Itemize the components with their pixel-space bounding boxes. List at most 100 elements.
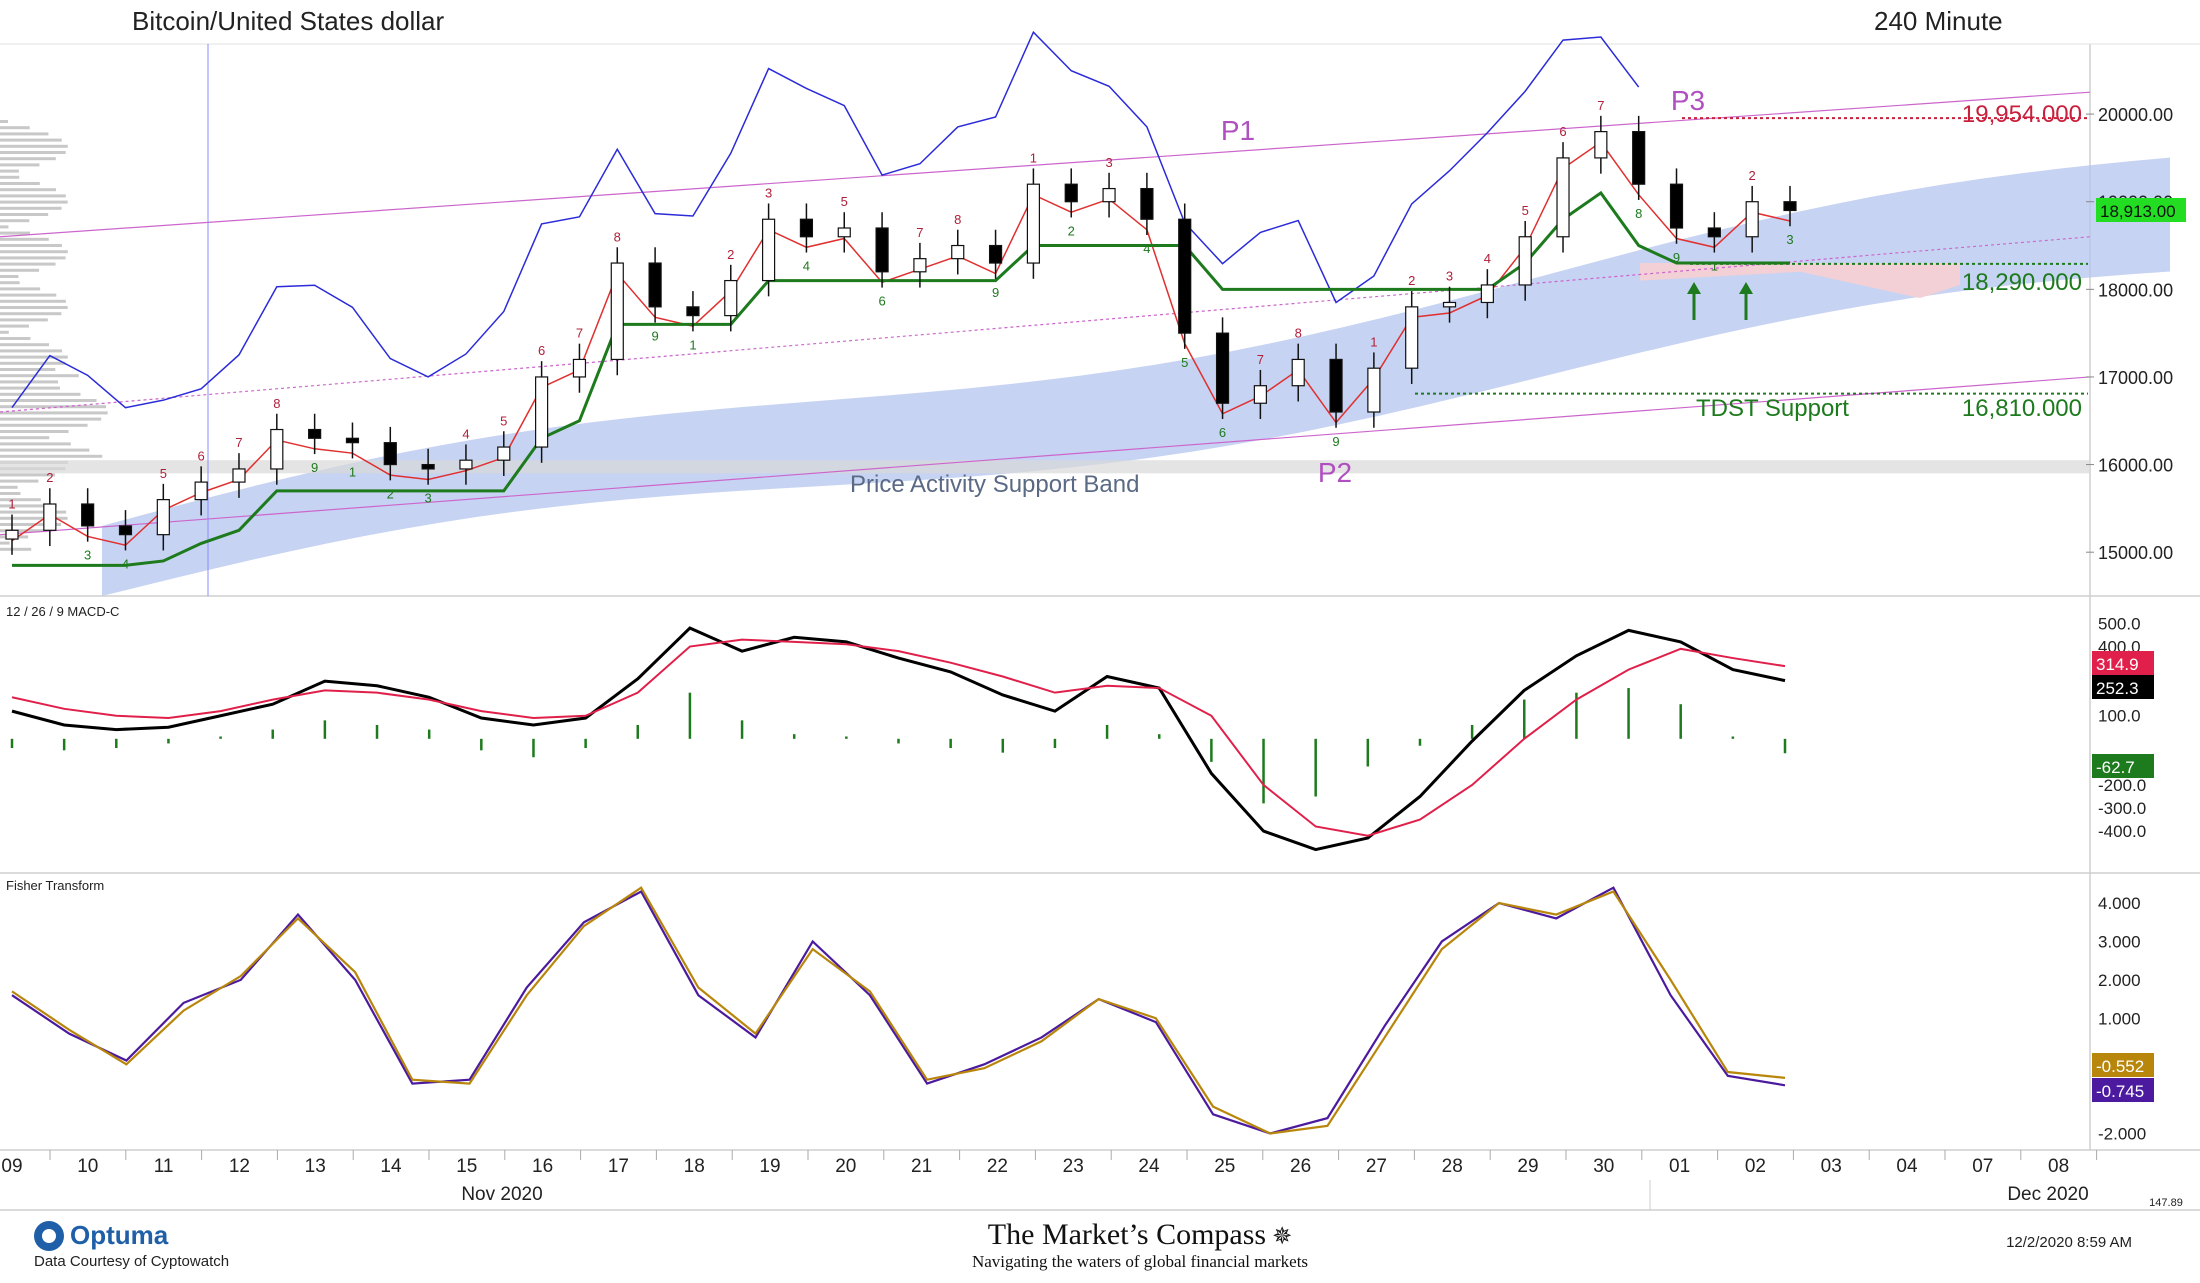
up-arrow-icon <box>1687 282 1701 294</box>
volume-profile-bar <box>0 182 40 185</box>
sequence-count: 9 <box>992 285 999 300</box>
channel-middle <box>0 236 2091 413</box>
candle-body <box>497 446 511 461</box>
macd-hist-badge-bg <box>2092 754 2154 778</box>
sequence-count: 5 <box>1522 203 1529 218</box>
candle-body <box>535 376 549 448</box>
sequence-count: 7 <box>1257 352 1264 367</box>
fisher-y-tick: 1.000 <box>2098 1009 2141 1028</box>
fisher-y-tick: 2.000 <box>2098 971 2141 990</box>
candle-body <box>1102 187 1116 203</box>
volume-profile-bar <box>0 200 68 204</box>
x-month-nov: Nov 2020 <box>461 1184 542 1205</box>
volume-profile-bar <box>0 237 49 241</box>
macd-line-badge: 252.3 <box>2096 679 2139 698</box>
resistance-value: 19,954.000 <box>1962 101 2082 128</box>
x-tick-label: 15 <box>456 1156 477 1177</box>
volume-profile-bar <box>0 547 32 551</box>
volume-profile-bar <box>0 399 97 402</box>
sequence-count: 3 <box>1446 269 1453 284</box>
volume-profile-bar <box>0 392 81 396</box>
x-tick-label: 01 <box>1669 1156 1690 1177</box>
sequence-count: 6 <box>1559 124 1566 139</box>
sequence-count: 5 <box>1181 355 1188 370</box>
volume-profile-bar <box>0 330 9 334</box>
sequence-count: 7 <box>916 225 923 240</box>
candle-body <box>761 218 776 282</box>
sequence-count: 2 <box>1408 273 1415 288</box>
volume-profile-bar <box>0 374 79 378</box>
x-tick-label: 28 <box>1442 1156 1463 1177</box>
sequence-count: 9 <box>311 460 318 475</box>
volume-profile-bar <box>0 268 40 272</box>
x-tick-label: 29 <box>1517 1156 1538 1177</box>
fisher-trigger-badge-bg <box>2092 1053 2154 1077</box>
optuma-logo: Optuma <box>34 1220 229 1251</box>
candle-body <box>459 459 473 470</box>
last-price-badge: 18,913.00 <box>2100 202 2176 221</box>
sequence-count: 4 <box>462 426 469 441</box>
fisher-title: Fisher Transform <box>6 878 104 893</box>
candle-body <box>1594 131 1608 159</box>
volume-profile-bar <box>0 287 41 291</box>
candle-body <box>686 306 700 317</box>
sequence-count: 4 <box>803 259 810 274</box>
x-tick-label: 03 <box>1821 1156 1842 1177</box>
x-tick-label: 13 <box>305 1156 326 1177</box>
sequence-count: 1 <box>349 464 356 479</box>
volume-profile-bar <box>0 417 102 421</box>
volume-profile-bar <box>0 256 66 260</box>
sequence-count: 2 <box>1068 223 1075 238</box>
optuma-logo-icon <box>34 1220 64 1251</box>
volume-profile-bar <box>0 138 62 142</box>
sequence-count: 1 <box>689 337 696 352</box>
candle-body <box>1140 187 1154 220</box>
macd-y-tick: -400.0 <box>2098 822 2146 841</box>
volume-profile-bar <box>0 219 30 223</box>
sequence-count: 6 <box>198 448 205 463</box>
candle-body <box>308 428 322 439</box>
fisher-trigger-line <box>11 886 1786 1135</box>
candle-body <box>1253 385 1267 404</box>
x-tick-label: 20 <box>835 1156 856 1177</box>
candle-body <box>118 525 133 536</box>
sequence-count: 1 <box>1030 150 1037 165</box>
ichimoku-cloud <box>102 157 2170 596</box>
candle-body <box>1442 301 1457 308</box>
volume-profile-bar <box>0 250 68 254</box>
volume-profile-bar <box>0 423 88 427</box>
candle-body <box>837 227 851 238</box>
lagging-span-line <box>11 30 1640 409</box>
macd-signal-line <box>11 638 1786 837</box>
sequence-count: 8 <box>954 212 961 227</box>
sequence-count: 6 <box>1219 425 1226 440</box>
x-tick-label: 22 <box>987 1156 1008 1177</box>
timeframe-label: 240 Minute <box>1874 6 2003 36</box>
x-tick-label: 07 <box>1972 1156 1993 1177</box>
sequence-count: 4 <box>1143 241 1150 256</box>
fisher-y-tick: 4.000 <box>2098 894 2141 913</box>
volume-profile-bar <box>0 206 62 210</box>
ichimoku-cloud-bear <box>1640 263 1960 299</box>
candle-body <box>270 428 284 470</box>
sequence-count: 8 <box>1295 326 1302 341</box>
channel-upper <box>0 91 2091 238</box>
x-tick-label: 02 <box>1745 1156 1766 1177</box>
volume-profile-bar <box>0 194 66 198</box>
volume-profile-bar <box>0 361 66 365</box>
corner-value: 147.89 <box>2149 1197 2183 1209</box>
volume-profile-bar <box>0 163 40 167</box>
sequence-count: 7 <box>576 326 583 341</box>
optuma-logo-text: Optuma <box>70 1220 169 1250</box>
macd-line-badge-bg <box>2092 675 2154 699</box>
brand-block: The Market’s Compass ✵ Navigating the wa… <box>960 1218 1320 1272</box>
candle-body <box>724 279 738 317</box>
volume-profile-bar <box>0 231 31 235</box>
macd-y-tick: -300.0 <box>2098 799 2146 818</box>
macd-signal-badge: 314.9 <box>2096 655 2139 674</box>
volume-profile-bar <box>0 244 62 247</box>
volume-profile-bar <box>0 479 39 483</box>
volume-profile-bar <box>0 293 57 297</box>
price-y-tick: 15000.00 <box>2098 543 2173 563</box>
